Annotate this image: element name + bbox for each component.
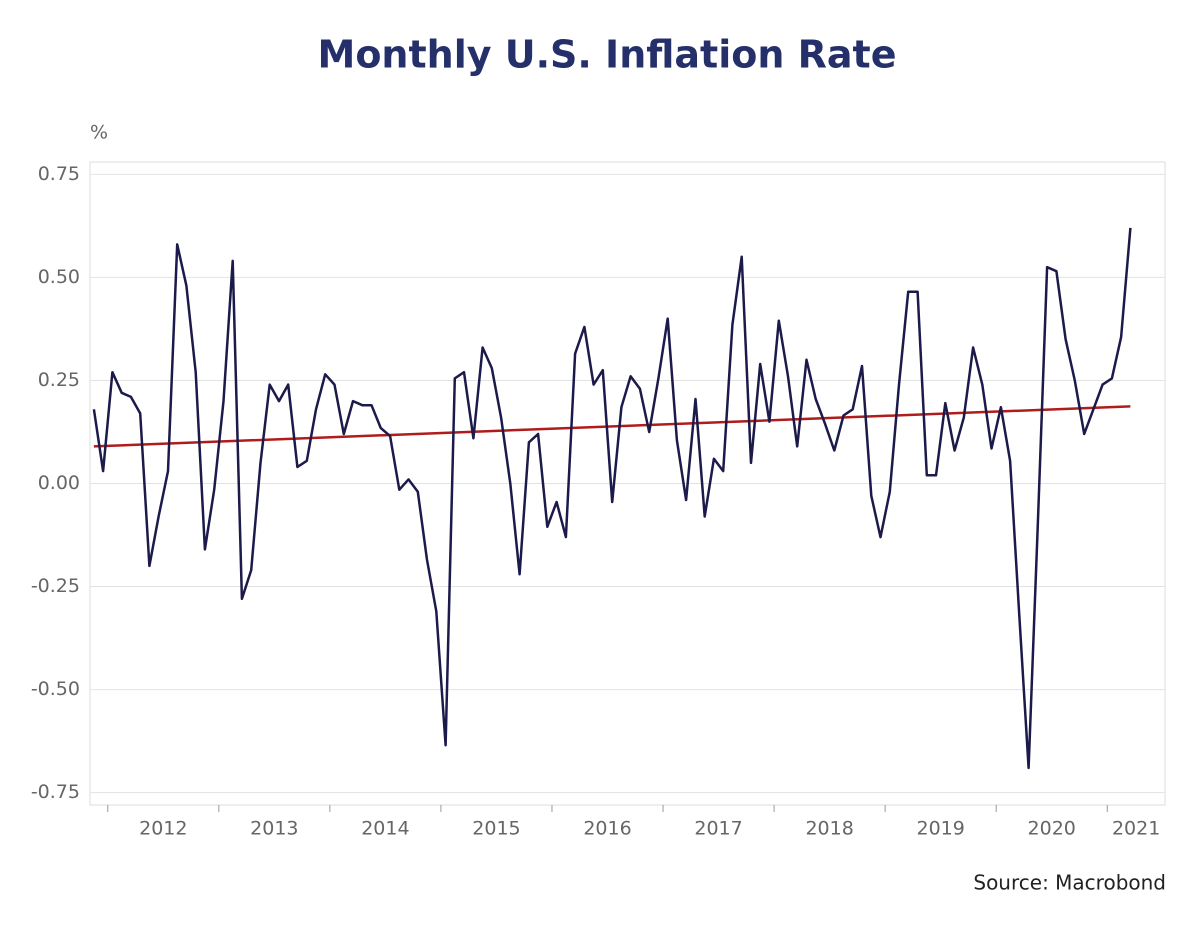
inflation-line bbox=[92, 227, 1132, 770]
x-tick-label: 2019 bbox=[916, 818, 964, 840]
x-tick-label: 2020 bbox=[1028, 818, 1076, 840]
y-tick-label: -0.50 bbox=[31, 678, 80, 700]
x-tick-label: 2018 bbox=[805, 818, 853, 840]
x-tick-label: 2021 bbox=[1112, 818, 1160, 840]
x-tick-label: 2015 bbox=[472, 818, 520, 840]
x-tick-label: 2012 bbox=[139, 818, 187, 840]
x-tick-label: 2016 bbox=[583, 818, 631, 840]
y-tick-label: 0.75 bbox=[38, 163, 80, 185]
x-tick-label: 2013 bbox=[250, 818, 298, 840]
x-tick-label: 2014 bbox=[361, 818, 409, 840]
trend-line bbox=[93, 405, 1131, 448]
source: Source: Macrobond bbox=[973, 871, 1166, 895]
y-axis-label: % bbox=[90, 122, 108, 144]
y-tick-label: -0.25 bbox=[31, 575, 80, 597]
x-tick-label: 2017 bbox=[694, 818, 742, 840]
y-tick-label: -0.75 bbox=[31, 781, 80, 803]
y-tick-label: 0.00 bbox=[38, 472, 80, 494]
y-tick-label: 0.25 bbox=[38, 369, 80, 391]
chart-title: Monthly U.S. Inflation Rate bbox=[318, 33, 897, 77]
y-tick-label: 0.50 bbox=[38, 266, 80, 288]
